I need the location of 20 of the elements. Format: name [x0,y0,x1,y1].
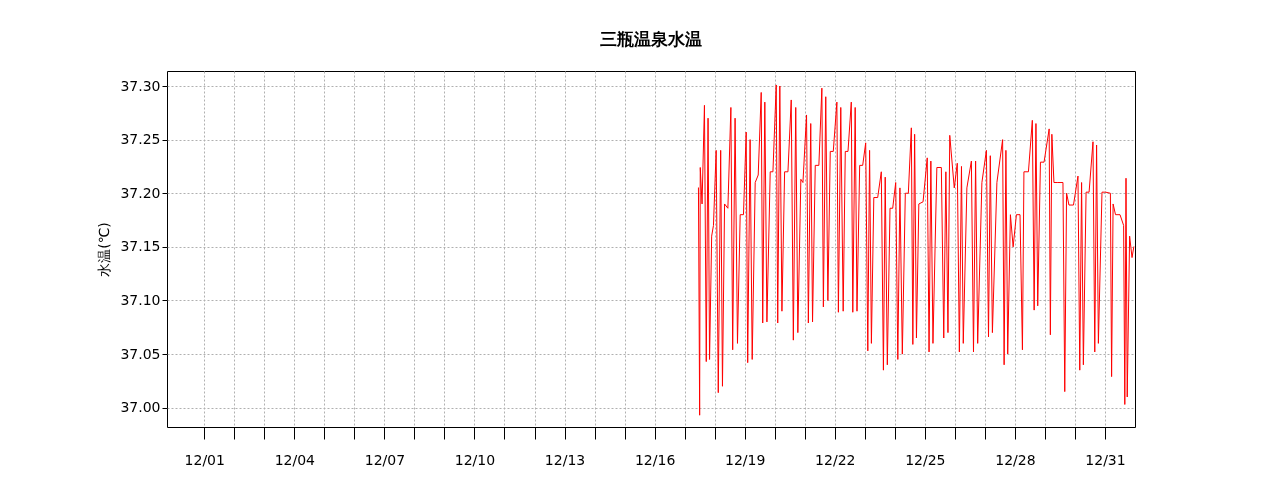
x-tick-label: 12/04 [274,451,316,468]
x-tick-label: 12/13 [544,451,586,468]
y-tick-label: 37.00 [120,399,161,416]
y-tick-label: 37.20 [120,184,161,201]
y-tick-label: 37.10 [120,291,161,308]
x-tick-label: 12/10 [454,451,496,468]
x-tick-label: 12/31 [1085,451,1126,468]
y-tick-label: 37.05 [120,345,161,362]
y-tick-label: 37.30 [120,77,161,94]
x-tick-label: 12/22 [815,451,856,468]
y-tick-label: 37.25 [120,131,161,148]
x-tick-label: 12/19 [725,451,766,468]
x-tick-label: 12/07 [364,451,406,468]
x-tick-label: 12/28 [995,451,1036,468]
x-tick-label: 12/25 [905,451,946,468]
x-tick-label: 12/16 [634,451,676,468]
y-tick-label: 37.15 [120,238,161,255]
y-axis-title: 水温(℃) [96,222,113,277]
x-tick-label: 12/01 [184,451,225,468]
chart-title: 三瓶温泉水温 [600,29,702,49]
